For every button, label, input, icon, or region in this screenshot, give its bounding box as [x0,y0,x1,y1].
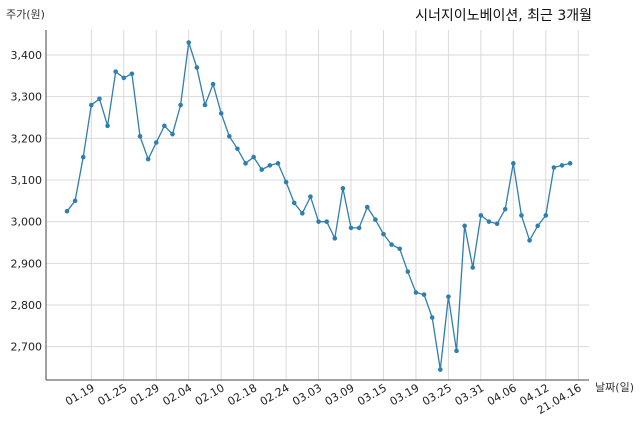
x-tick-label: 01.25 [96,381,130,408]
price-point [486,219,492,224]
price-point [502,206,508,212]
x-tick-label: 04.06 [485,381,519,408]
price-point [543,213,549,218]
price-point [332,236,338,241]
price-point [235,146,240,152]
price-point [210,81,216,87]
price-point [291,200,297,206]
price-point [113,69,118,74]
price-point [470,265,476,270]
x-tick-label: 02.18 [225,381,259,408]
price-point [364,204,370,210]
x-tick-label: 02.24 [258,381,292,408]
x-tick-label: 01.29 [128,381,162,408]
price-point [162,123,167,129]
price-point [218,111,224,116]
price-point [308,194,313,199]
y-tick-label: 2,800 [11,299,43,312]
price-point [251,154,256,160]
price-point [527,238,532,243]
price-point [80,154,86,160]
price-point [300,211,305,216]
price-point [324,219,329,224]
price-point [429,315,435,320]
price-point [186,40,192,45]
price-point [170,131,175,137]
price-point [105,123,110,129]
price-point [129,71,135,77]
price-point [97,96,102,102]
price-point [121,75,127,81]
chart-title: 시너지이노베이션, 최근 3개월 [415,8,592,24]
price-point [194,65,200,70]
price-point [519,213,524,218]
price-point [421,292,427,297]
y-tick-label: 3,000 [11,216,43,229]
price-point [494,221,500,227]
price-point [397,246,403,252]
price-point [373,217,378,222]
price-point [283,179,289,185]
price-point [478,213,484,218]
x-tick-label: 03.03 [290,381,324,408]
x-tick-label: 03.19 [388,381,422,408]
x-tick-label: 03.31 [453,381,487,408]
price-point [267,163,273,168]
price-point [535,223,540,229]
price-point [89,102,94,108]
x-axis-label: 날짜(일) [595,381,634,394]
price-point [137,133,143,139]
y-tick-label: 2,900 [11,257,43,270]
price-point [243,161,248,166]
price-point [381,231,386,237]
x-tick-label: 02.10 [193,381,227,408]
price-point [145,156,151,162]
price-point [72,198,78,204]
price-point [389,242,394,247]
price-point [413,290,419,295]
price-point [348,225,354,231]
price-point [454,348,459,354]
price-point [275,161,281,166]
price-point [316,219,321,224]
y-axis-label: 주가(원) [6,8,45,21]
price-point [64,208,70,214]
price-point [202,102,208,108]
y-tick-label: 3,400 [11,49,43,62]
price-point [567,161,573,166]
y-tick-label: 3,200 [11,132,43,145]
x-tick-label: 02.04 [160,381,194,408]
price-point [462,223,467,229]
price-point [559,163,565,168]
price-point [511,161,516,166]
price-point [446,294,451,299]
y-tick-label: 3,300 [11,91,43,104]
price-point [178,102,183,108]
x-tick-label: 03.09 [323,381,357,408]
price-point [356,225,362,231]
price-point [551,165,557,170]
price-point [153,140,159,145]
price-point [437,367,443,372]
x-tick-label: 01.19 [63,381,97,408]
y-tick-label: 2,700 [11,341,43,354]
price-point [405,269,411,274]
price-point [259,167,265,172]
x-tick-label: 03.25 [420,381,454,408]
price-point [227,133,232,139]
y-tick-label: 3,100 [11,174,43,187]
price-point [340,186,346,191]
x-tick-label: 03.15 [355,381,389,408]
